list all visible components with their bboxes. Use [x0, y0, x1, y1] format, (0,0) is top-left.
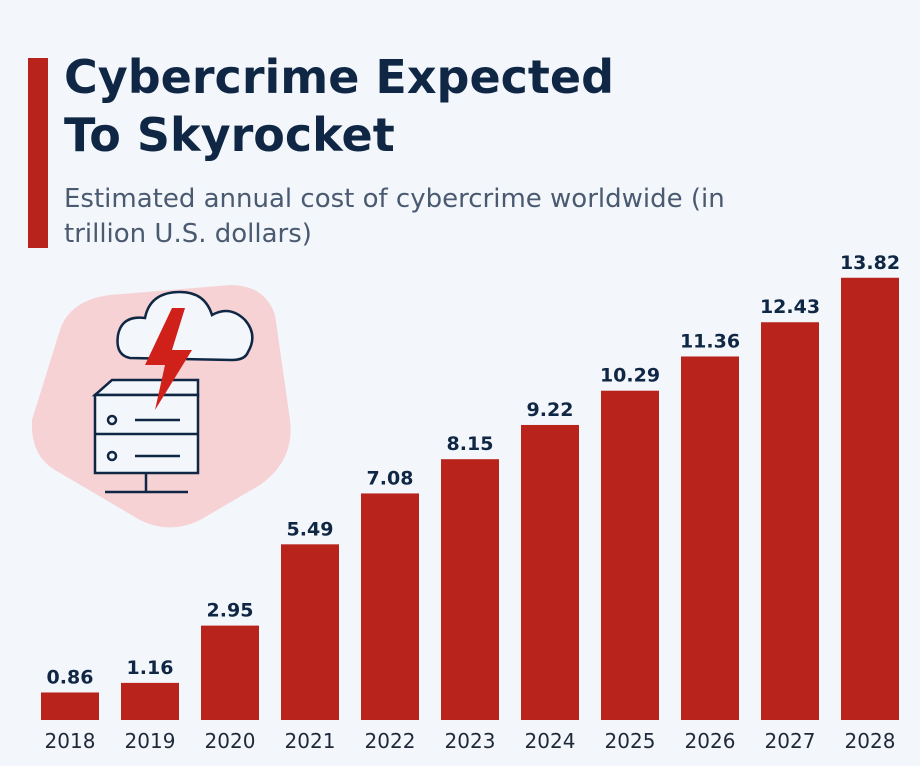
- value-label: 13.82: [840, 252, 900, 274]
- bar: [41, 692, 99, 720]
- x-tick-label: 2028: [845, 729, 896, 753]
- x-tick-label: 2023: [445, 729, 496, 753]
- x-tick-label: 2026: [685, 729, 736, 753]
- x-tick-label: 2018: [45, 729, 96, 753]
- value-label: 7.08: [367, 467, 414, 489]
- x-tick-label: 2025: [605, 729, 656, 753]
- chart-title: Cybercrime Expected To Skyrocket: [64, 50, 615, 162]
- bar: [681, 356, 739, 720]
- value-label: 8.15: [447, 433, 494, 455]
- bar: [361, 493, 419, 720]
- bar: [841, 277, 899, 720]
- value-label: 2.95: [207, 600, 254, 622]
- bar: [121, 682, 179, 720]
- title-accent: [28, 58, 48, 248]
- value-label: 1.16: [127, 657, 174, 679]
- x-tick-label: 2027: [765, 729, 816, 753]
- value-label: 9.22: [527, 399, 574, 421]
- bar: [601, 390, 659, 720]
- bar: [761, 322, 819, 720]
- bar: [441, 459, 499, 720]
- value-label: 12.43: [760, 296, 820, 318]
- illustration: [31, 285, 291, 528]
- bar: [281, 544, 339, 720]
- x-tick-label: 2020: [205, 729, 256, 753]
- x-tick-label: 2022: [365, 729, 416, 753]
- x-tick-label: 2021: [285, 729, 336, 753]
- value-label: 11.36: [680, 330, 740, 352]
- x-tick-label: 2019: [125, 729, 176, 753]
- bar: [521, 424, 579, 720]
- chart-subtitle: Estimated annual cost of cybercrime worl…: [64, 184, 725, 249]
- value-label: 0.86: [47, 666, 94, 688]
- value-label: 5.49: [287, 518, 334, 540]
- bar: [201, 625, 259, 720]
- value-label: 10.29: [600, 365, 660, 387]
- x-tick-label: 2024: [525, 729, 576, 753]
